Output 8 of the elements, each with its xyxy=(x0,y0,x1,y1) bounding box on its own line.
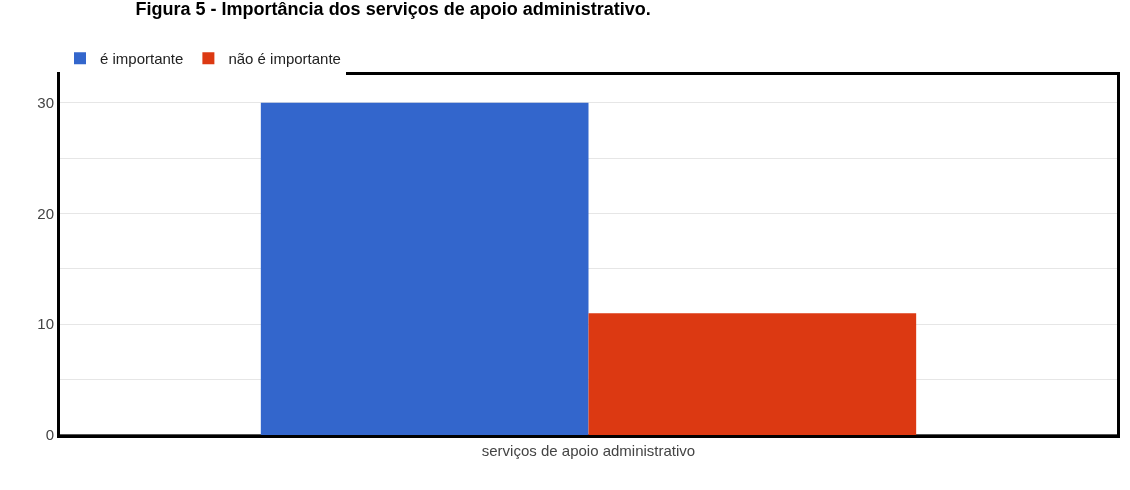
y-tick-label: 20 xyxy=(37,204,54,222)
legend-label: é importante xyxy=(100,50,184,68)
x-tick-label: serviços de apoio administrativo xyxy=(481,442,696,459)
y-tick-label: 0 xyxy=(45,426,54,444)
legend-label: não é importante xyxy=(228,50,341,68)
y-tick-label: 10 xyxy=(37,315,54,333)
chart-title: Figura 5 - Importância dos serviços de apoio administrativo. xyxy=(135,0,651,20)
y-tick-label: 30 xyxy=(37,93,54,111)
